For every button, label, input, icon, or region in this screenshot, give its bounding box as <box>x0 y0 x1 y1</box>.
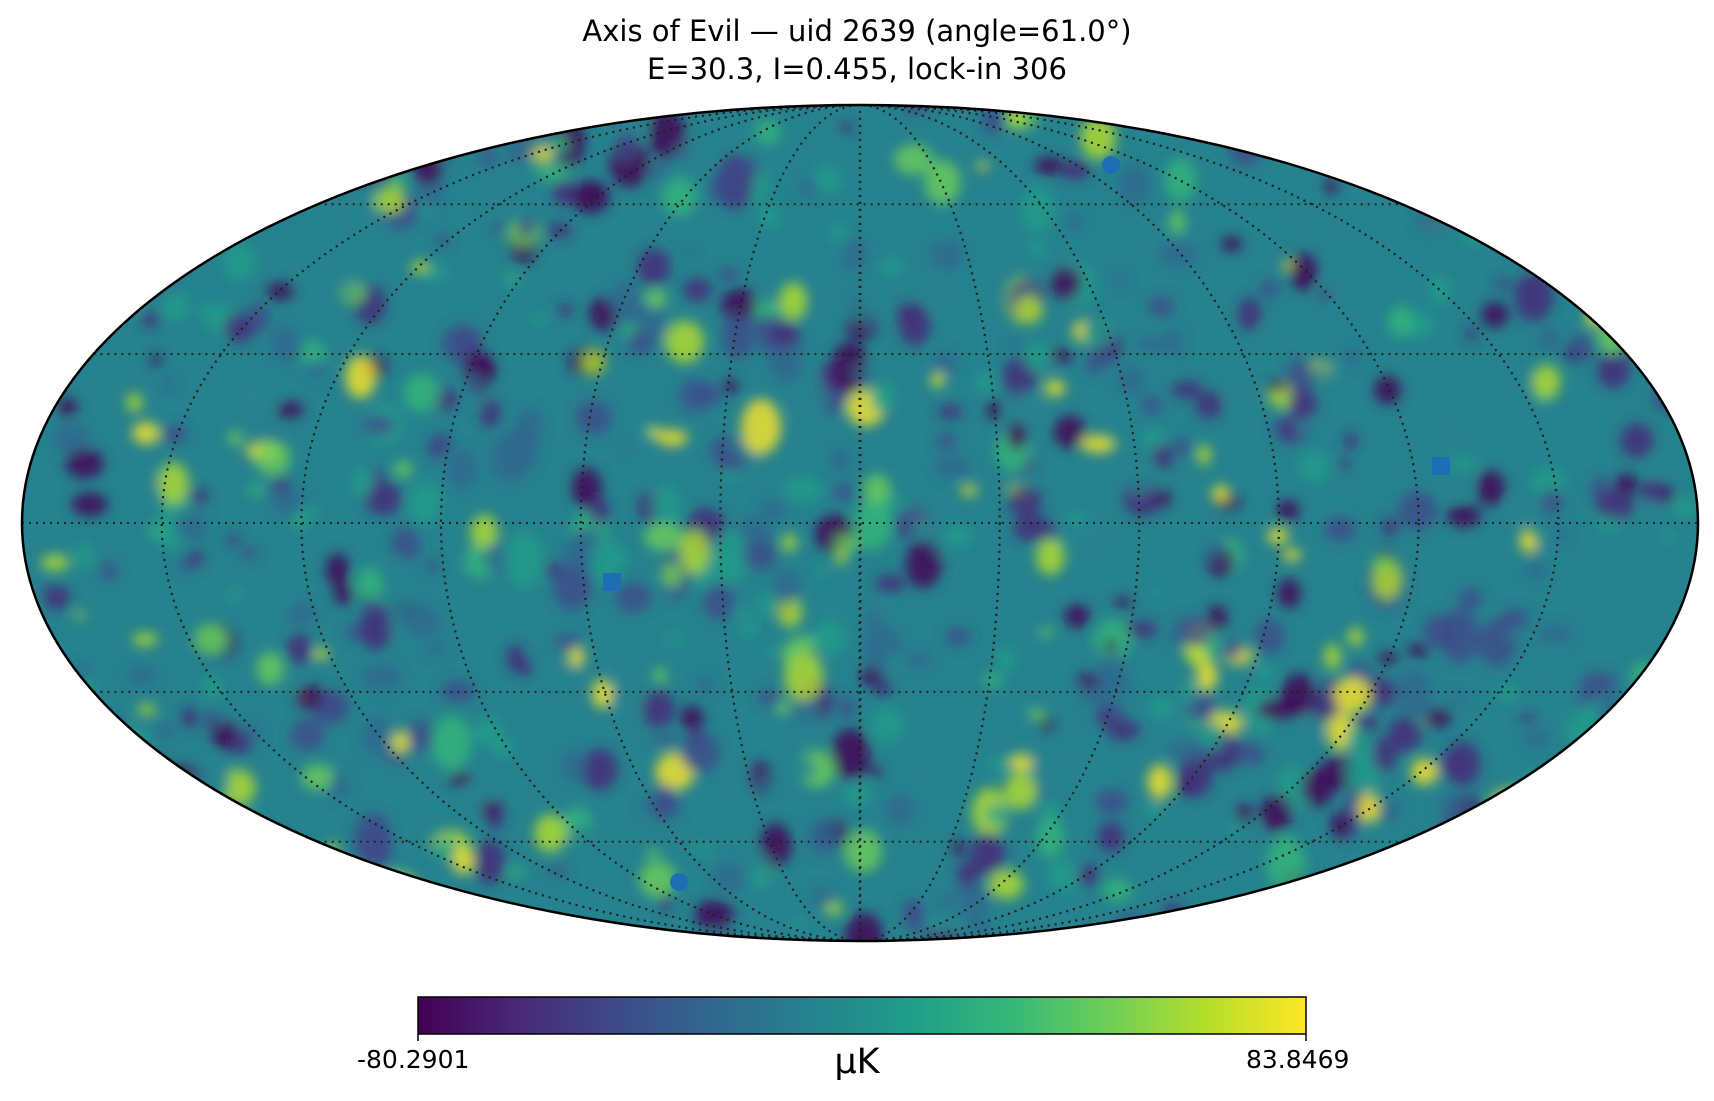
colorbar-max-label: 83.8469 <box>1246 1045 1350 1074</box>
graticule-meridian <box>719 105 1001 941</box>
circle-marker <box>1102 156 1120 174</box>
circle-marker <box>670 873 688 891</box>
markers-layer <box>603 156 1450 891</box>
map-title-line-1: Axis of Evil — uid 2639 (angle=61.0°) <box>582 14 1132 48</box>
colorbar-min-label: -80.2901 <box>357 1045 470 1074</box>
graticule-meridian <box>858 105 862 941</box>
map-title-line-2: E=30.3, I=0.455, lock-in 306 <box>647 52 1067 86</box>
map-boundary <box>20 103 1700 943</box>
graticule-meridian <box>440 105 1280 941</box>
graticule-meridian <box>300 105 1420 941</box>
colorbar-unit-label: μK <box>834 1042 880 1082</box>
square-marker <box>603 573 621 591</box>
colorbar <box>417 996 1307 1035</box>
square-marker <box>1432 457 1450 475</box>
graticule-meridian <box>160 105 1560 941</box>
graticule <box>22 105 1698 941</box>
sky-texture <box>22 105 1698 941</box>
graticule-meridian <box>579 105 1141 941</box>
